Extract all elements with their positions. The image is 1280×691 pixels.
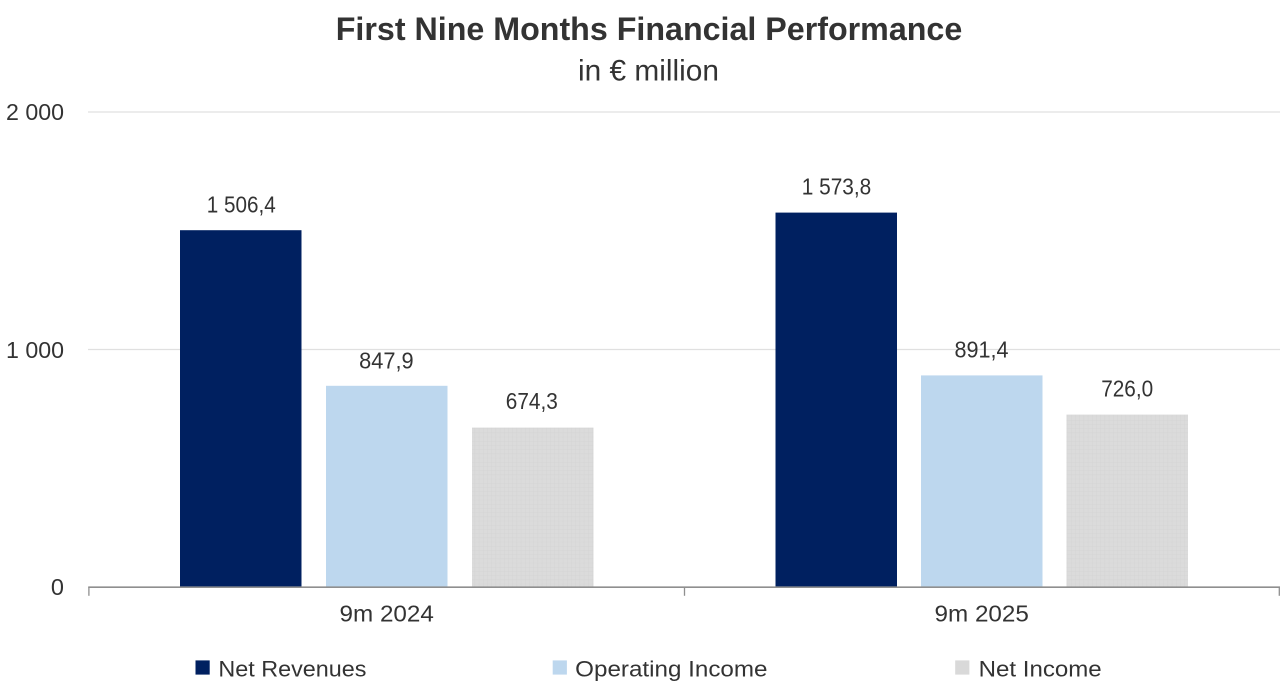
svg-text:First Nine Months Financial Pe: First Nine Months Financial Performance bbox=[336, 11, 963, 47]
svg-text:Net Income: Net Income bbox=[979, 657, 1102, 682]
svg-text:Net Revenues: Net Revenues bbox=[218, 657, 366, 682]
svg-text:891,4: 891,4 bbox=[955, 336, 1009, 362]
svg-text:0: 0 bbox=[51, 574, 64, 600]
svg-text:847,9: 847,9 bbox=[359, 347, 414, 373]
svg-text:2 000: 2 000 bbox=[6, 99, 64, 125]
svg-text:Operating Income: Operating Income bbox=[575, 657, 767, 682]
svg-text:726,0: 726,0 bbox=[1101, 376, 1153, 402]
svg-text:1 573,8: 1 573,8 bbox=[802, 174, 872, 200]
svg-text:674,3: 674,3 bbox=[506, 388, 558, 414]
svg-text:in € million: in € million bbox=[578, 54, 719, 87]
svg-text:1 000: 1 000 bbox=[6, 337, 64, 363]
svg-text:9m 2025: 9m 2025 bbox=[935, 601, 1029, 627]
svg-text:1 506,4: 1 506,4 bbox=[207, 192, 276, 218]
svg-text:9m 2024: 9m 2024 bbox=[340, 601, 434, 627]
